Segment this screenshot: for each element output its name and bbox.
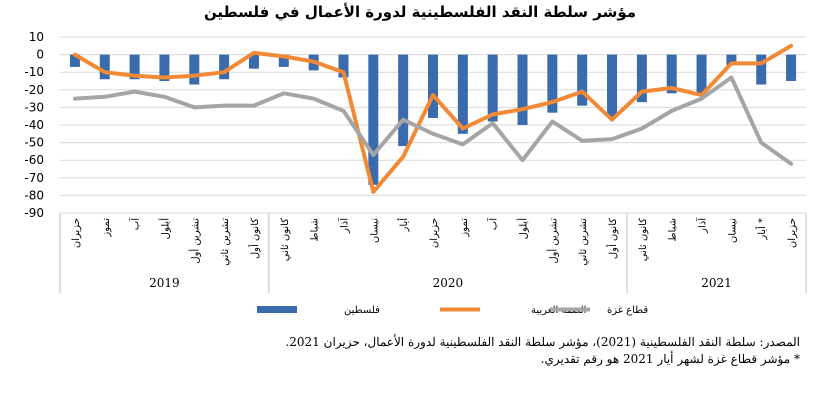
bar (69, 54, 80, 67)
bar (248, 54, 259, 69)
y-tick-label: -40 (24, 118, 44, 132)
x-tick-label: تموز (459, 218, 470, 238)
x-tick-label: نيسان (369, 218, 380, 243)
y-tick-label: -30 (24, 100, 44, 114)
business-cycle-chart: مؤشر سلطة النقد الفلسطينية لدورة الأعمال… (24, 3, 807, 316)
x-tick-label: تشرين أول (546, 218, 559, 264)
x-tick-label: شباط (668, 218, 679, 242)
footnote: * مؤشر قطاع غزة لشهر أيار 2021 هو رقم تق… (540, 352, 800, 366)
x-axis: حزيران تموز آب أيلول تشرين أول تشرين ثاني كانو… (59, 213, 807, 293)
y-tick-label: -50 (24, 136, 44, 150)
x-tick-label: آب (129, 217, 142, 230)
x-tick-label: حزيران (787, 218, 798, 248)
bar (547, 54, 558, 113)
source-note: المصدر: سلطة النقد الفلسطينية (2021)، مؤ… (285, 335, 800, 349)
y-tick-label: -80 (24, 188, 44, 202)
bar (99, 54, 110, 80)
bar (278, 54, 289, 67)
x-tick-label: تموز (101, 218, 112, 238)
x-tick-label: أيلول (158, 218, 171, 240)
y-tick-label: -20 (24, 83, 44, 97)
bar (159, 54, 170, 81)
x-tick-label: شباط (310, 218, 321, 242)
bar (517, 54, 528, 125)
x-tick-label: آب (487, 217, 500, 230)
bars-palestine (69, 54, 797, 185)
x-tick-label: أيار (397, 218, 410, 233)
bar (487, 54, 498, 122)
legend-swatch (257, 306, 297, 313)
bar (607, 54, 618, 118)
bar (756, 54, 767, 85)
y-axis-ticks: 10 0 -10 -20 -30 -40 -50 -60 -70 -80 -90 (24, 30, 44, 220)
bar (398, 54, 409, 147)
y-tick-label: 10 (29, 30, 44, 44)
chart-title: مؤشر سلطة النقد الفلسطينية لدورة الأعمال… (204, 3, 636, 21)
y-tick-label: 0 (36, 48, 44, 62)
y-tick-label: -70 (24, 171, 44, 185)
bar (368, 54, 379, 185)
year-label: 2020 (433, 276, 464, 290)
legend-label: فلسطين (344, 305, 380, 316)
bar (577, 54, 588, 106)
bar (726, 54, 737, 66)
x-tick-label: كانون أول (248, 218, 261, 259)
chart-notes: المصدر: سلطة النقد الفلسطينية (2021)، مؤ… (40, 334, 800, 368)
series-line (72, 75, 794, 166)
x-tick-label: حزيران (71, 218, 82, 248)
bar (666, 54, 677, 94)
x-tick-label: نيسان (727, 218, 738, 243)
lines (72, 43, 794, 194)
x-tick-label: آذار (338, 217, 351, 234)
x-tick-label: آذار (696, 217, 709, 234)
x-tick-label: كانون ثاني (638, 218, 649, 261)
x-tick-label: أيلول (517, 218, 530, 240)
bar (129, 54, 140, 80)
x-tick-label: أيار * (755, 218, 768, 241)
bar (189, 54, 200, 85)
x-tick-label: تشرين أول (188, 218, 201, 264)
x-tick-label: تشرين ثاني (578, 218, 589, 266)
series-line (72, 43, 794, 194)
x-tick-label: كانون أول (606, 218, 619, 259)
year-label: 2019 (149, 276, 180, 290)
x-tick-label: كانون ثاني (280, 218, 291, 261)
y-tick-label: -90 (24, 206, 44, 220)
y-tick-label: -10 (24, 65, 44, 79)
bar (219, 54, 230, 80)
year-label: 2021 (701, 276, 732, 290)
bar (696, 54, 707, 94)
bar (338, 54, 349, 78)
x-tick-label: حزيران (429, 218, 440, 248)
y-tick-label: -60 (24, 153, 44, 167)
bar (636, 54, 647, 103)
bar (428, 54, 438, 118)
legend-label: قطاع غزة (607, 305, 648, 316)
bar (457, 54, 468, 134)
x-tick-label: تشرين ثاني (220, 218, 231, 266)
bar (786, 54, 797, 81)
